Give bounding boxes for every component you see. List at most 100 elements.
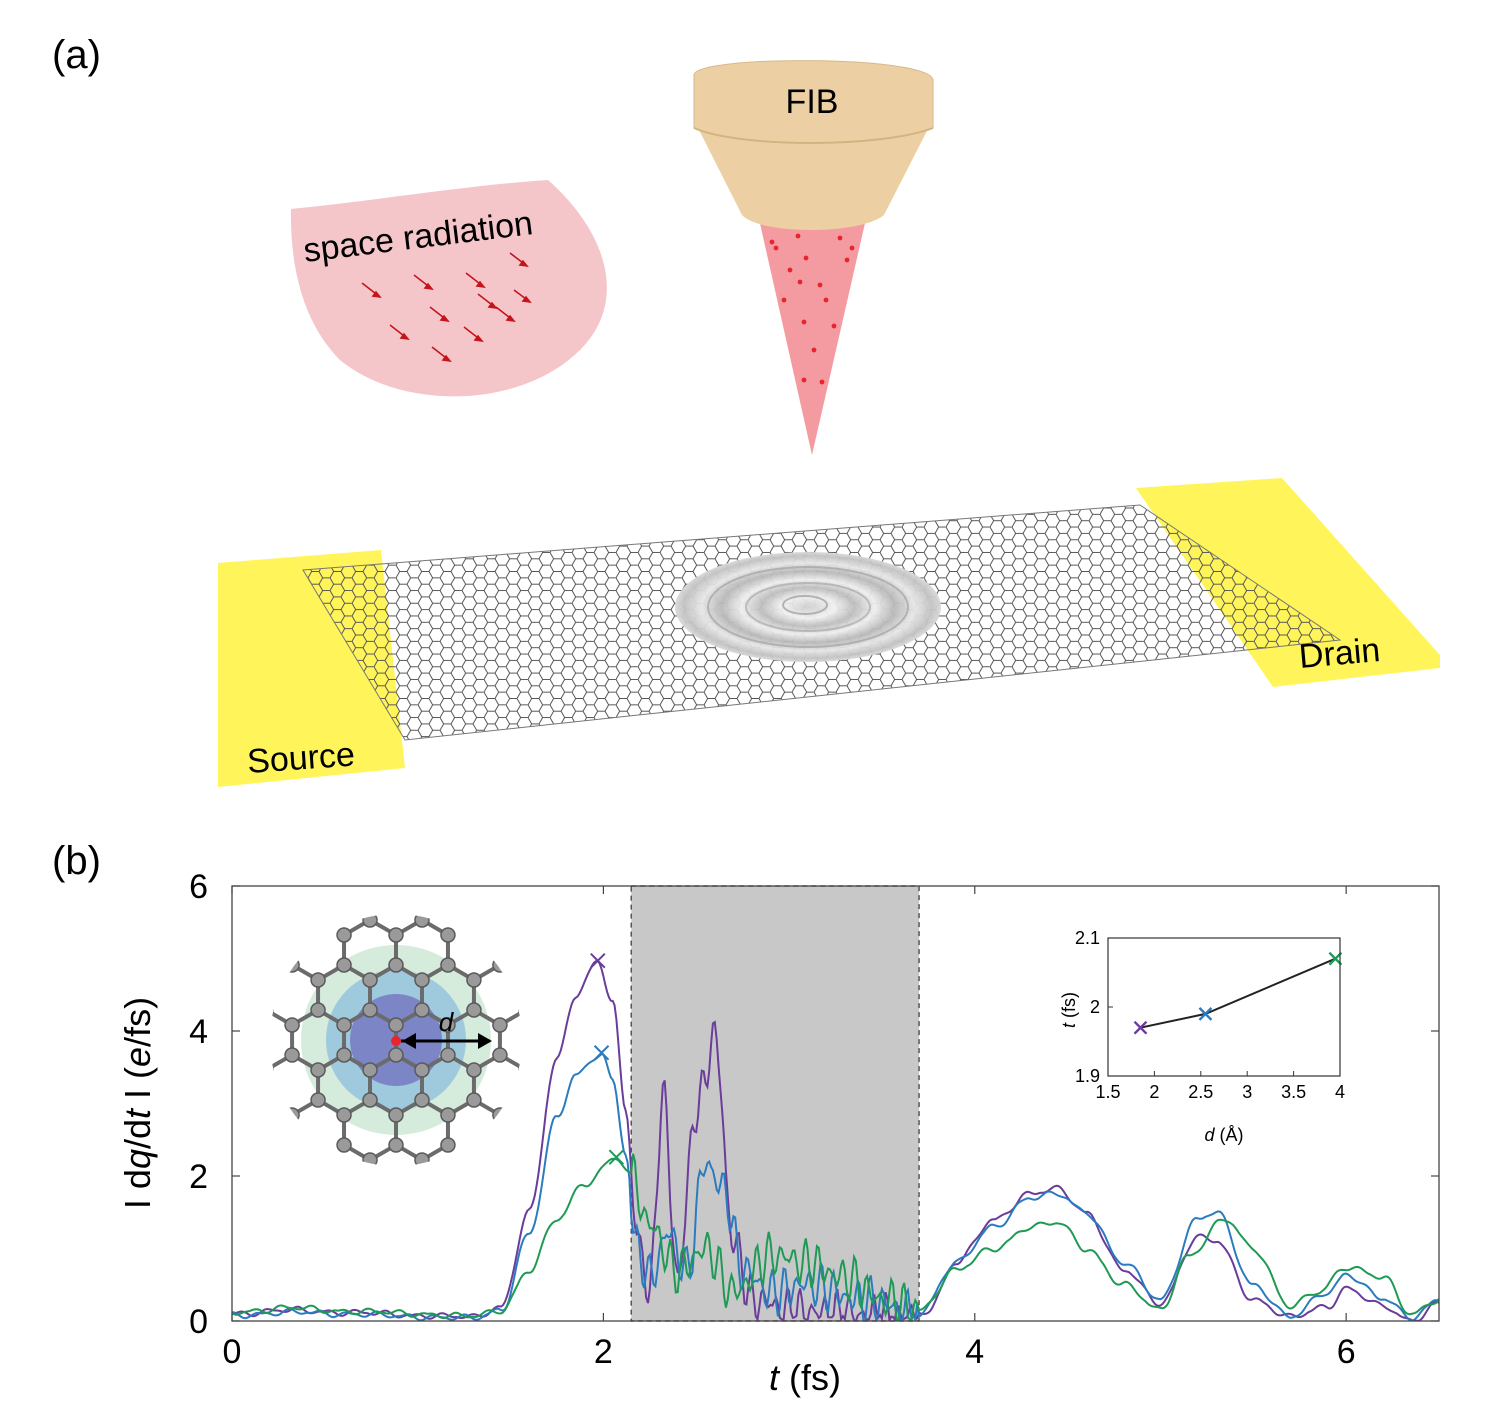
drain-electrode <box>1136 478 1440 687</box>
panel-a-label: (a) <box>52 33 101 77</box>
carbon-atom <box>310 1062 326 1078</box>
inset-x-label: d (Å) <box>1204 1125 1243 1145</box>
inset-x-tick-label: 3.5 <box>1281 1082 1306 1102</box>
series-line-1 <box>232 960 1439 1321</box>
inset-y-tick-label: 1.9 <box>1075 1066 1100 1086</box>
series-line-3 <box>232 1153 1439 1321</box>
carbon-atom <box>388 957 404 973</box>
carbon-atom <box>518 1062 522 1078</box>
y-tick-label: 2 <box>189 1158 208 1196</box>
carbon-atom <box>440 1017 456 1033</box>
carbon-atom <box>284 957 300 973</box>
carbon-atom <box>362 1062 378 1078</box>
carbon-atom <box>336 1137 352 1153</box>
carbon-atom <box>284 1107 300 1123</box>
inset-y-tick-label: 2.1 <box>1075 928 1100 948</box>
defect-site <box>391 1036 401 1046</box>
carbon-atom <box>414 1002 430 1018</box>
carbon-atom <box>414 914 430 928</box>
carbon-atom <box>362 1152 378 1166</box>
carbon-atom <box>388 1137 404 1153</box>
x-tick-label: 6 <box>1337 1333 1356 1371</box>
main-axes: 0 2 4 6 0 2 4 6 <box>189 868 1439 1371</box>
carbon-atom <box>414 1092 430 1108</box>
fib-beam <box>757 210 868 455</box>
y-axis-label: I dq/dt I (e/fs) <box>117 997 158 1209</box>
main-chart: 0 2 4 6 0 2 4 6 I dq/dt I (e/fs) t (fs) <box>117 868 1440 1398</box>
carbon-lattice <box>270 914 522 1166</box>
x-axis-label: t (fs) <box>769 1357 841 1398</box>
ion-dots <box>769 233 855 385</box>
fib-label: FIB <box>786 83 839 121</box>
y-tick-label: 4 <box>189 1013 208 1051</box>
carbon-atom <box>336 1047 352 1063</box>
space-radiation-region: space radiation <box>290 180 607 397</box>
carbon-atom <box>414 972 430 988</box>
carbon-atom <box>388 927 404 943</box>
inset-y-label: t (fs) <box>1059 992 1079 1028</box>
inset-x-tick-label: 2 <box>1149 1082 1159 1102</box>
x-tick-label: 4 <box>965 1333 984 1371</box>
carbon-atom <box>336 927 352 943</box>
fib-source: FIB <box>693 60 934 455</box>
inset-x-tick-label: 4 <box>1335 1082 1345 1102</box>
carbon-atom <box>492 1047 508 1063</box>
distance-label: d <box>439 1007 455 1037</box>
peak-marker-3 <box>608 1149 625 1165</box>
carbon-atom <box>492 957 508 973</box>
carbon-atom <box>336 957 352 973</box>
carbon-atom <box>440 1137 456 1153</box>
inset-series <box>1133 951 1343 1035</box>
inset-x-tick-label: 1.5 <box>1095 1082 1120 1102</box>
y-tick-label: 6 <box>189 868 208 906</box>
carbon-atom <box>362 972 378 988</box>
carbon-atom <box>492 1017 508 1033</box>
carbon-atom <box>310 1002 326 1018</box>
radiation-arrows <box>361 252 532 363</box>
series-layer <box>232 952 1439 1321</box>
x-tick-label: 2 <box>594 1333 613 1371</box>
carbon-atom <box>362 1092 378 1108</box>
plot-frame <box>231 885 1440 1322</box>
carbon-atom <box>518 1002 522 1018</box>
lattice-inset: d <box>270 914 522 1166</box>
panel-b-label: (b) <box>52 839 101 883</box>
x-tick-label: 0 <box>223 1333 242 1371</box>
peak-marker-1 <box>590 952 606 969</box>
radiation-blob <box>290 180 607 397</box>
fib-cone <box>694 120 930 230</box>
carbon-atom <box>466 1092 482 1108</box>
carbon-atom <box>310 972 326 988</box>
carbon-atom <box>270 1002 274 1018</box>
inset-x-tick-label: 3 <box>1242 1082 1252 1102</box>
carbon-atom <box>414 1062 430 1078</box>
inset-x-tick-label: 2.5 <box>1188 1082 1213 1102</box>
carbon-atom <box>362 914 378 928</box>
inset-marker-2 <box>1198 1007 1213 1021</box>
carbon-atom <box>440 1047 456 1063</box>
carbon-atom <box>440 957 456 973</box>
inset-marker-1 <box>1133 1020 1148 1035</box>
carbon-atom <box>270 1062 274 1078</box>
drain-label: Drain <box>1297 631 1381 676</box>
source-label: Source <box>246 736 356 781</box>
carbon-atom <box>310 1092 326 1108</box>
inset-marker-3 <box>1328 951 1343 966</box>
carbon-atom <box>414 1152 430 1166</box>
carbon-atom <box>492 1107 508 1123</box>
defect-ripple <box>675 552 941 662</box>
y-tick-label: 0 <box>189 1303 208 1341</box>
inset-y-tick-label: 2 <box>1090 997 1100 1017</box>
carbon-atom <box>336 1107 352 1123</box>
carbon-atom <box>466 972 482 988</box>
carbon-atom <box>388 1017 404 1033</box>
peak-marker-2 <box>593 1045 610 1061</box>
carbon-atom <box>284 1047 300 1063</box>
inset-chart: 1.5 2 2.5 3 3.5 4 1.9 2 2.1 t (fs) d (Å) <box>1059 928 1350 1145</box>
carbon-atom <box>440 1107 456 1123</box>
carbon-atom <box>466 1062 482 1078</box>
carbon-atom <box>388 1047 404 1063</box>
carbon-atom <box>440 927 456 943</box>
carbon-atom <box>336 1017 352 1033</box>
